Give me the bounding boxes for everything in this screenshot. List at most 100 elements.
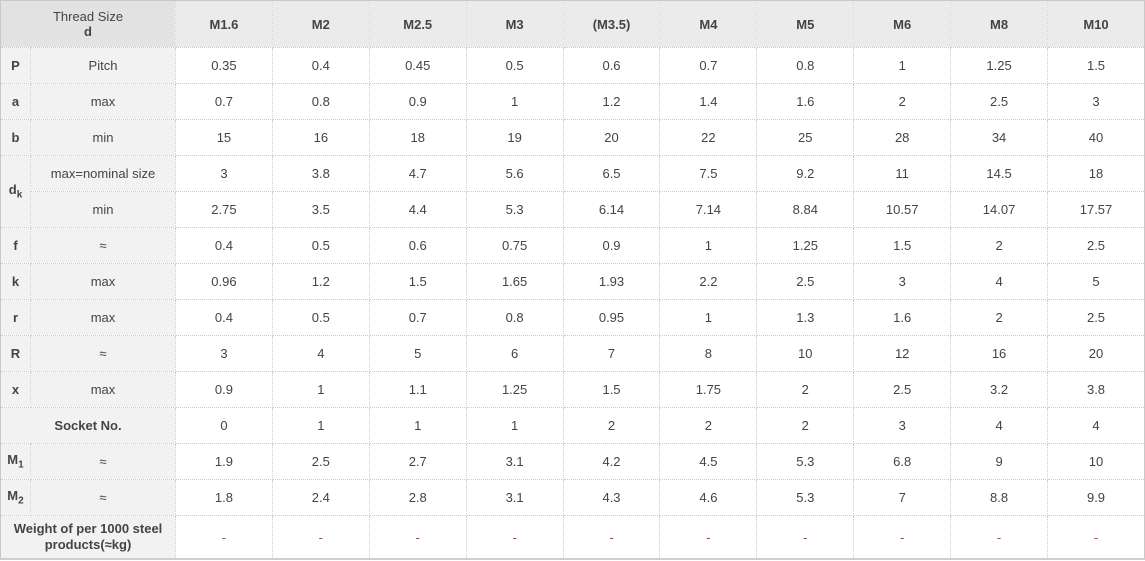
data-cell: 0.4 [175,227,273,264]
data-cell: 25 [756,119,855,156]
data-cell: 3 [175,335,273,372]
table-row: M1 ≈1.9 2.5 2.7 3.1 4.2 4.5 5.3 6.8 9 10 [0,443,1145,480]
row-symbol: M1 [0,443,31,480]
data-cell: 1.6 [853,299,952,336]
data-cell: 4.4 [368,191,467,228]
data-cell: 5 [1047,263,1145,300]
data-cell: - [950,515,1049,560]
table-row: R ≈3 4 5 6 7 8 10 12 16 20 [0,335,1145,372]
row-spec: ≈ [30,479,176,516]
data-cell: 1.4 [659,83,758,120]
data-cell: 0.4 [271,47,370,84]
data-cell: - [175,515,273,560]
data-cell: 1.25 [950,47,1049,84]
data-cell: 10 [756,335,855,372]
table-row: M2 ≈1.8 2.4 2.8 3.1 4.3 4.6 5.3 7 8.8 9.9 [0,479,1145,516]
data-cell: 3 [1047,83,1145,120]
data-cell: 8.8 [950,479,1049,516]
data-cell: 16 [950,335,1049,372]
data-cell: 0.8 [465,299,564,336]
data-cell: - [465,515,564,560]
table-body: P Pitch 0.35 0.4 0.45 0.5 0.6 0.7 0.8 1 1.25 1.5 a ma… [0,47,1145,560]
data-cell: 1.5 [1047,47,1145,84]
data-cell: 0.9 [175,371,273,408]
data-cell: 4.7 [368,155,467,192]
data-cell: 3.1 [465,443,564,480]
column-header: M2.5 [368,0,467,48]
data-cell: 0.6 [368,227,467,264]
header-row: Thread Size d M1.6 M2 M2.5 M3 (M3.5) M4 M5 M6 M8… [0,0,1145,48]
data-cell: 2.5 [950,83,1049,120]
data-cell: 4.6 [659,479,758,516]
data-cell: 9.9 [1047,479,1145,516]
data-cell: 6.8 [853,443,952,480]
data-cell: 2.4 [271,479,370,516]
row-spec: min [30,119,176,156]
data-cell: 0.5 [271,299,370,336]
row-label: Socket No. [0,407,176,444]
data-cell: 40 [1047,119,1145,156]
data-cell: 8.84 [756,191,855,228]
data-cell: 3.8 [271,155,370,192]
row-symbol: k [0,263,31,300]
data-cell: 0.7 [659,47,758,84]
data-cell: 1.9 [175,443,273,480]
data-cell: 2 [562,407,661,444]
data-cell: 4.2 [562,443,661,480]
data-cell: 0.7 [175,83,273,120]
table-row: x max 0.9 1 1.1 1.25 1.5 1.75 2 2.5 3.2 3.8 [0,371,1145,408]
data-cell: 2 [659,407,758,444]
column-header: M4 [659,0,758,48]
table-row: a max 0.7 0.8 0.9 1 1.2 1.4 1.6 2 2.5 3 [0,83,1145,120]
data-cell: 2.5 [1047,299,1145,336]
data-cell: 11 [853,155,952,192]
row-symbol: b [0,119,31,156]
table-row: Socket No. 0 1 1 1 2 2 2 3 4 4 [0,407,1145,444]
data-cell: - [562,515,661,560]
data-cell: 4 [950,407,1049,444]
data-cell: 4 [950,263,1049,300]
data-cell: 1.25 [465,371,564,408]
data-cell: 3 [175,155,273,192]
data-cell: 0.9 [562,227,661,264]
data-cell: 1.2 [271,263,370,300]
row-symbol-subscript: 1 [18,459,24,471]
column-header: (M3.5) [562,0,661,48]
data-cell: 1 [368,407,467,444]
data-cell: 2.5 [271,443,370,480]
table-row: P Pitch 0.35 0.4 0.45 0.5 0.6 0.7 0.8 1 1.25 1.5 [0,47,1145,84]
data-cell: 5.3 [756,443,855,480]
data-cell: 1 [271,407,370,444]
data-cell: 12 [853,335,952,372]
data-cell: 1 [659,299,758,336]
table-row: dk max=nominal size 3 3.8 4.7 5.6 6.5 7.5 9.2 11 1… [0,155,1145,228]
row-spec: min [30,191,176,228]
corner-header-symbol: d [84,24,92,39]
data-cell: 0.6 [562,47,661,84]
table-row: b min 15 16 18 19 20 22 25 28 34 40 [0,119,1145,156]
data-cell: 3.2 [950,371,1049,408]
data-cell: 19 [465,119,564,156]
data-cell: 2 [950,227,1049,264]
row-symbol-subscript: 2 [18,495,24,507]
data-cell: 2.5 [853,371,952,408]
column-header: M5 [756,0,855,48]
data-cell: 7 [562,335,661,372]
data-cell: 3.1 [465,479,564,516]
data-cell: 17.57 [1047,191,1145,228]
column-header: M2 [271,0,370,48]
data-cell: 2.75 [175,191,273,228]
column-header: M3 [465,0,564,48]
data-cell: 1.1 [368,371,467,408]
column-header: M10 [1047,0,1145,48]
data-cell: 10 [1047,443,1145,480]
data-cell: 6 [465,335,564,372]
data-cell: 2 [853,83,952,120]
row-symbol: x [0,371,31,408]
row-spec: max [30,371,176,408]
row-symbol: f [0,227,31,264]
row-spec: Pitch [30,47,176,84]
column-header: M8 [950,0,1049,48]
data-cell: 3.8 [1047,371,1145,408]
